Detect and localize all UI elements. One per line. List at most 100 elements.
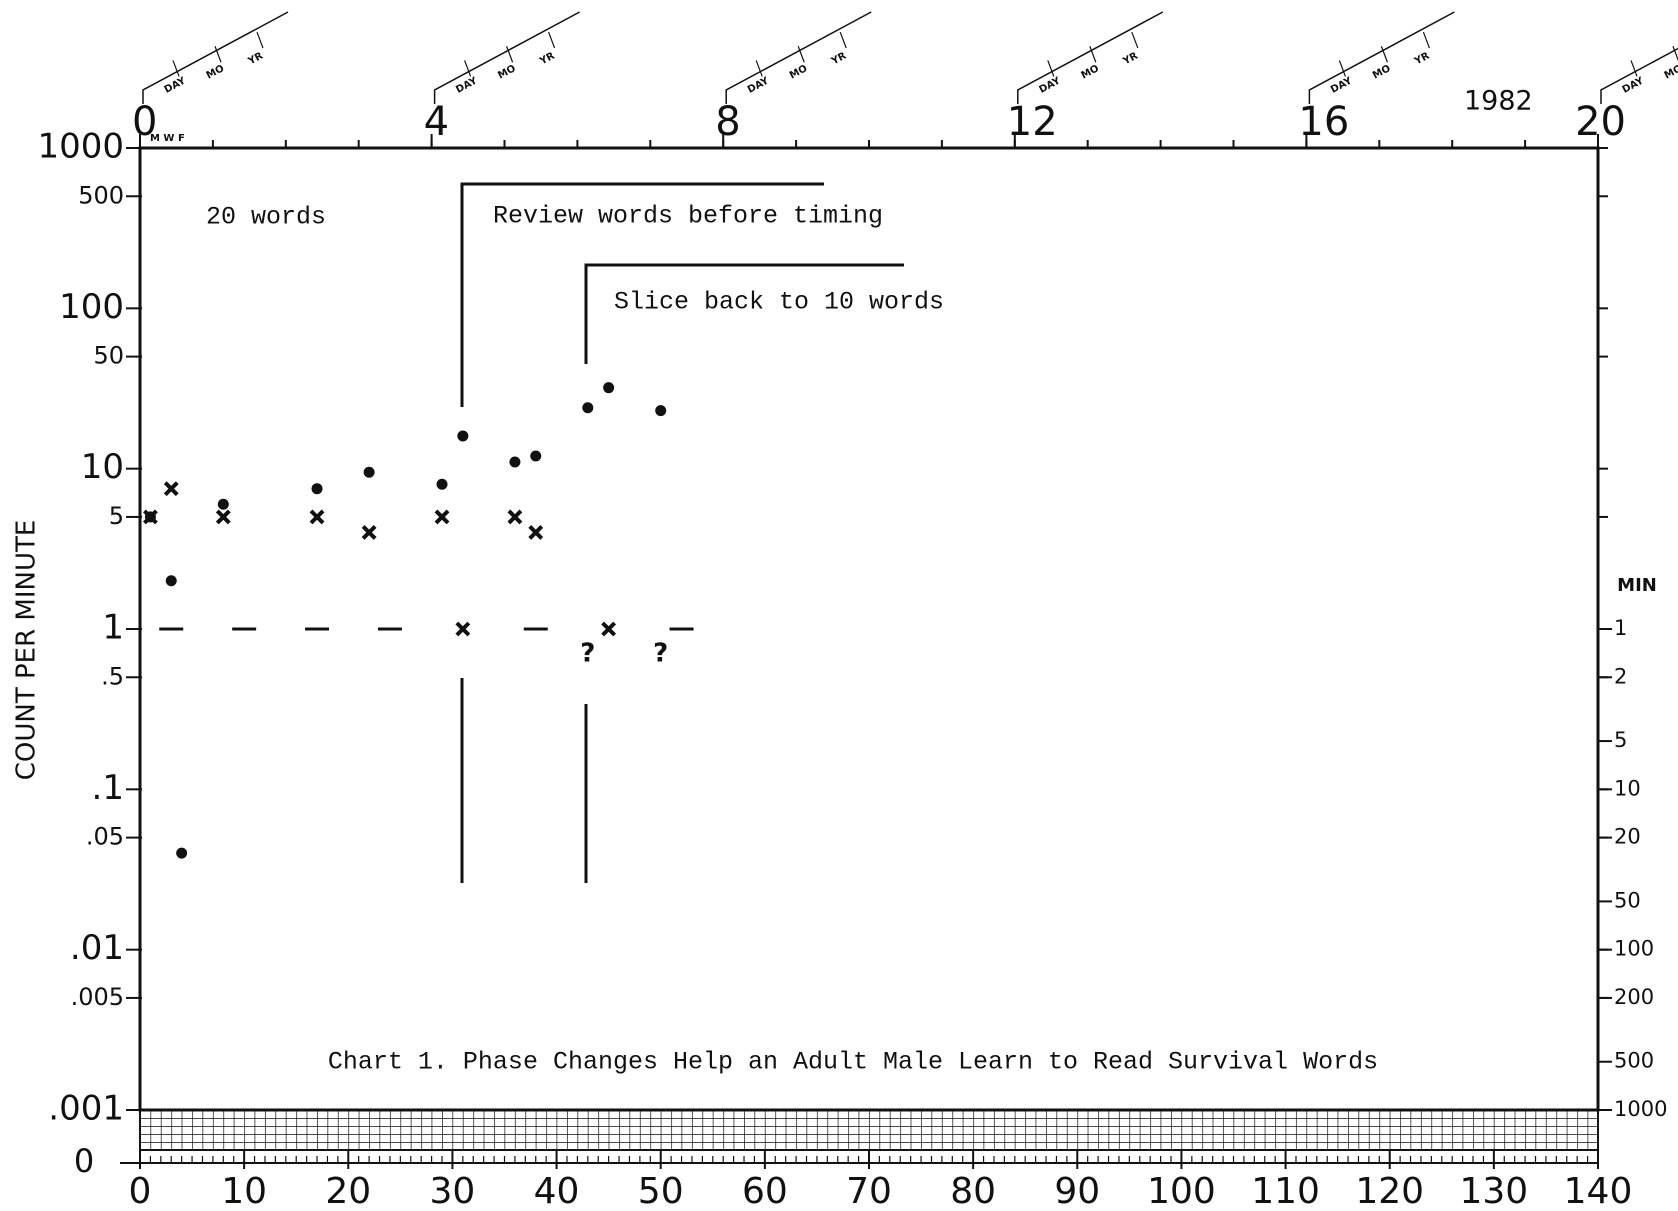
date-stub-tick	[506, 46, 514, 63]
date-stub-tick	[548, 31, 556, 49]
date-stub-tick	[1089, 46, 1097, 63]
y-tick-label: 10	[81, 447, 124, 487]
date-stub-label: MO	[496, 63, 517, 81]
weekday-label: M W F	[150, 133, 185, 144]
dot-mark	[165, 575, 177, 587]
annotation: Slice back to 10 words	[614, 288, 944, 317]
x2-tick-label: 8	[715, 99, 740, 145]
x-tick-label: 120	[1355, 1171, 1424, 1211]
y2-axis-title: MIN	[1617, 575, 1657, 596]
date-stub	[1600, 47, 1678, 104]
annotation: Review words before timing	[493, 202, 883, 231]
date-stub-label: DAY	[1329, 75, 1355, 96]
date-stub-label: DAY	[746, 75, 772, 96]
cross-mark	[528, 525, 544, 540]
x-tick-label: 100	[1147, 1171, 1216, 1211]
dot-mark	[530, 450, 542, 462]
cross-mark	[434, 509, 450, 525]
y-tick-label: 500	[78, 181, 124, 209]
y2-tick-label: 5	[1614, 728, 1627, 752]
date-stub	[433, 11, 580, 104]
y-tick-label: .5	[101, 662, 124, 690]
date-stub	[142, 11, 289, 104]
x-tick-label: 70	[846, 1171, 892, 1211]
x-tick-label: 50	[638, 1171, 684, 1211]
y2-tick-label: 2	[1614, 664, 1627, 688]
date-stub-tick	[839, 31, 847, 49]
cross-mark	[309, 509, 325, 525]
y2-tick-label: 10	[1614, 776, 1641, 800]
cross-mark	[361, 525, 377, 540]
x2-tick-label: 0	[132, 99, 157, 145]
date-stub-label: MO	[1663, 63, 1678, 81]
y2-tick-label: 1000	[1614, 1097, 1667, 1121]
zero-band	[139, 1109, 1599, 1151]
date-stub	[725, 11, 872, 104]
date-stub	[1017, 11, 1164, 104]
dot-mark	[582, 402, 594, 414]
y2-tick-label: 100	[1614, 937, 1654, 961]
y-tick-label: 50	[93, 342, 124, 370]
date-stub-tick	[1672, 46, 1678, 62]
y2-tick-label: 20	[1614, 825, 1641, 849]
dot-mark	[436, 478, 448, 490]
date-stub-label: MO	[1371, 63, 1392, 81]
y-tick-label: .005	[71, 983, 124, 1011]
date-stub-label: YR	[1121, 50, 1141, 67]
cross-mark	[163, 481, 179, 497]
date-stub-label: MO	[1079, 63, 1100, 81]
y-tick-label: 1000	[37, 127, 124, 167]
phase-line	[584, 263, 904, 364]
x-tick-label: 40	[534, 1171, 580, 1211]
date-stub	[1308, 11, 1455, 104]
date-stub-tick	[1630, 60, 1638, 77]
year: 1982	[1464, 86, 1533, 117]
dot-mark	[176, 847, 188, 859]
x2-tick-label: 12	[1007, 99, 1058, 145]
cross-mark	[601, 621, 617, 637]
y2-tick-label: 1	[1614, 616, 1627, 640]
caption: Chart 1. Phase Changes Help an Adult Mal…	[328, 1048, 1378, 1077]
date-stub-tick	[172, 60, 180, 77]
dot-mark	[509, 456, 521, 468]
dot-mark	[603, 382, 615, 394]
y-axis-title: COUNT PER MINUTE	[12, 520, 42, 781]
dot-mark	[217, 498, 229, 510]
x-tick-label: 80	[950, 1171, 996, 1211]
x2-tick-label: 16	[1298, 99, 1349, 145]
date-stub-tick	[1338, 60, 1346, 77]
date-stub-tick	[797, 46, 805, 63]
query-mark: ?	[580, 638, 595, 668]
y-tick-label: .01	[70, 928, 124, 968]
x-tick-label: 110	[1251, 1171, 1320, 1211]
cross-mark	[142, 509, 158, 525]
date-stub-tick	[464, 60, 472, 77]
date-stub-tick	[1422, 31, 1430, 49]
cross-mark	[215, 509, 231, 525]
x-tick-label: 10	[221, 1171, 267, 1211]
x-tick-label: 0	[129, 1171, 152, 1211]
date-stub-tick	[1047, 60, 1055, 77]
x2-tick-label: 4	[424, 99, 449, 145]
date-stub-label: YR	[829, 50, 849, 67]
date-stub-label: YR	[1412, 50, 1432, 67]
date-stub-tick	[1131, 31, 1139, 49]
y2-tick-label: 200	[1614, 985, 1654, 1009]
annotation: 20 words	[206, 203, 326, 232]
y2-tick-label: 500	[1614, 1049, 1654, 1073]
date-stub-tick	[1380, 46, 1388, 63]
y-tick-label: .001	[48, 1089, 124, 1129]
x-tick-label: 130	[1459, 1171, 1528, 1211]
date-stub-label: MO	[205, 63, 226, 81]
phase-line	[460, 182, 824, 407]
y-tick-label: .1	[92, 768, 124, 808]
dot-mark	[457, 430, 469, 442]
dot-mark	[363, 466, 375, 478]
date-stub-label: DAY	[1621, 75, 1647, 96]
date-stub-label: DAY	[454, 75, 480, 96]
x-tick-label: 20	[325, 1171, 371, 1211]
zero-label: 0	[74, 1142, 94, 1180]
date-stub-label: MO	[788, 63, 809, 81]
